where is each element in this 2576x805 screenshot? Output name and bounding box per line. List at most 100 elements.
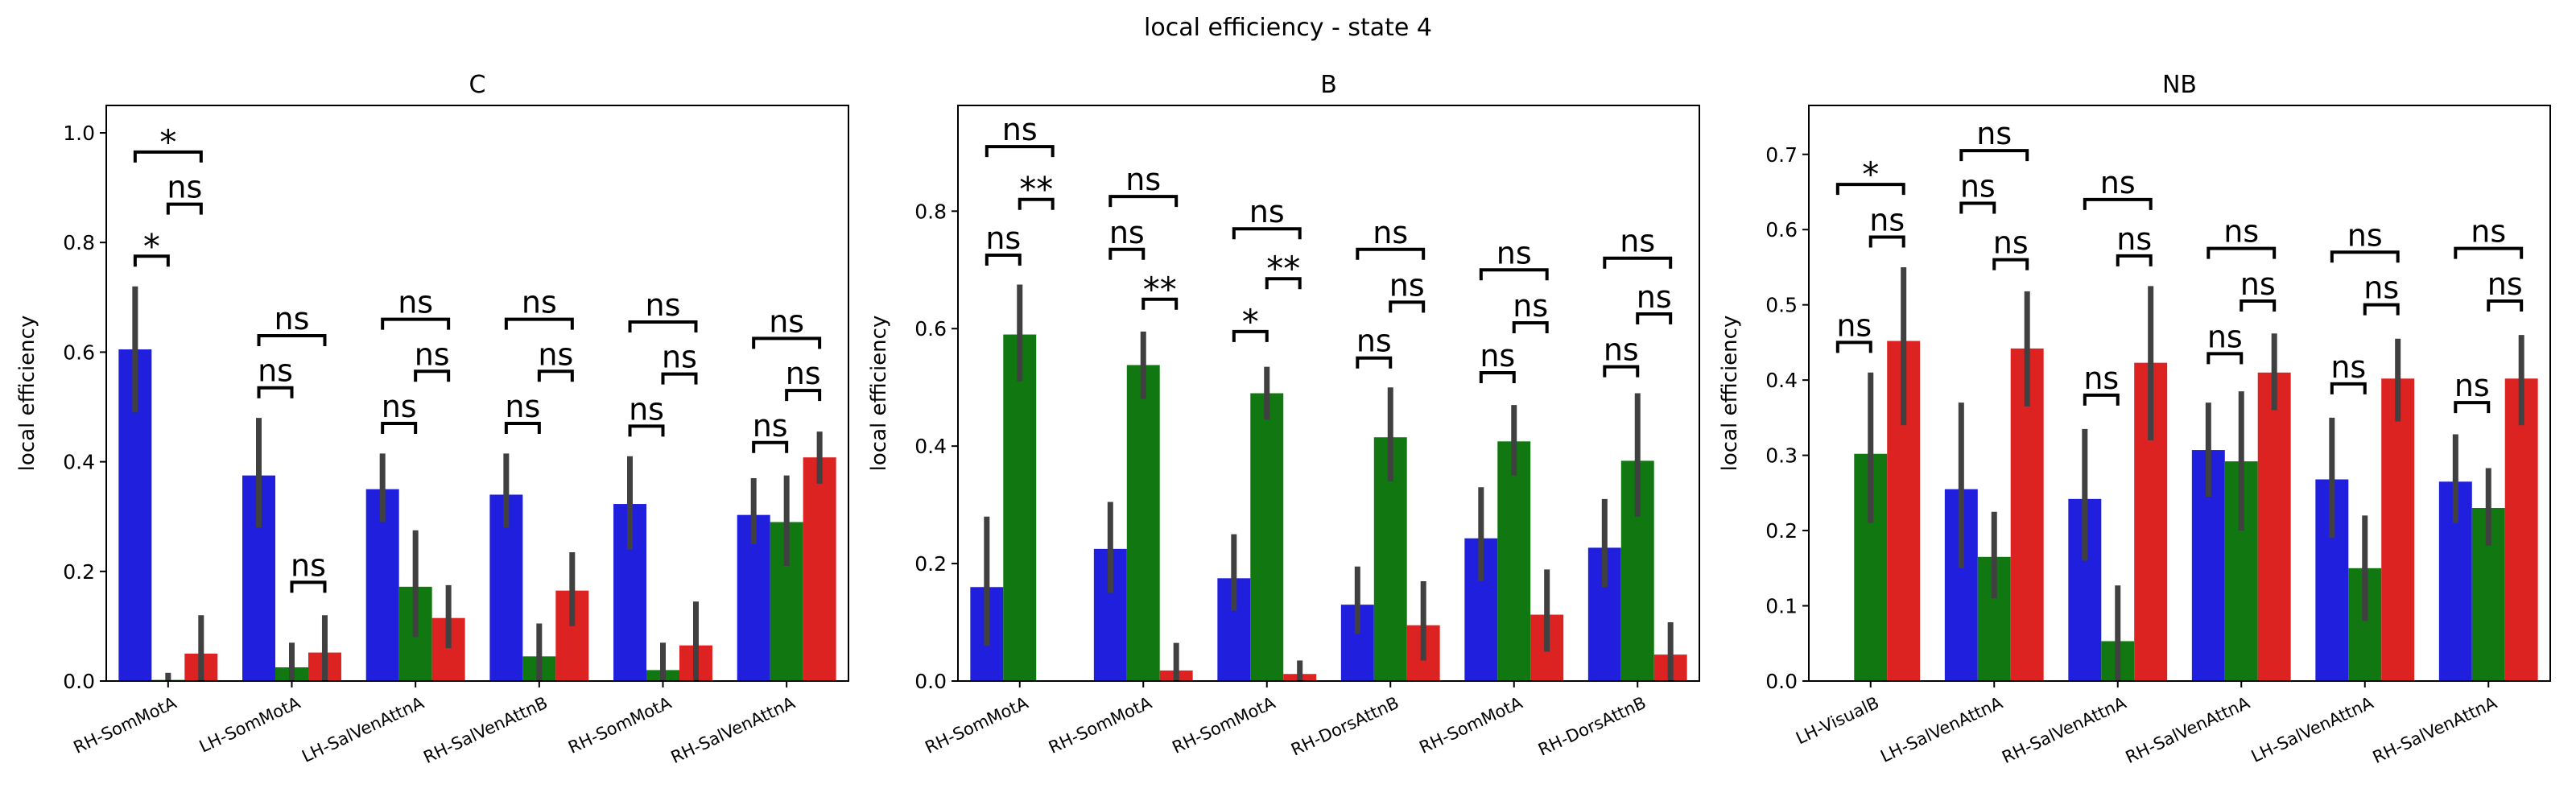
significance-label: ** [1266,249,1300,288]
significance-bracket [1959,149,2029,162]
significance-label: ns [167,170,202,205]
y-tick-label: 0.3 [1765,444,1798,468]
y-tick-label: 0.5 [1765,294,1798,317]
significance-label: ns [258,353,293,389]
significance-bracket [1141,297,1179,310]
x-tick-label: RH-SomMotA [565,693,675,758]
axes-frame [957,105,1700,682]
significance-label: * [1242,302,1259,341]
y-tick-label: 0.6 [914,317,947,341]
significance-bracket [1835,183,1905,196]
y-tick-label: 0.2 [63,560,95,584]
x-tick-label: RH-SomMotA [1416,693,1525,758]
significance-bracket [1512,320,1549,333]
significance-label: ns [2454,368,2490,403]
significance-label: ns [662,340,697,375]
y-tick-label: 0.6 [63,341,95,364]
significance-label: ns [415,336,450,372]
significance-bracket [257,386,294,398]
significance-label: ns [1373,215,1408,250]
bar [1126,365,1160,681]
significance-bracket [785,389,822,402]
significance-label: ns [2083,361,2119,396]
y-tick-label: 0.8 [63,231,95,254]
y-axis-label: local efficiency [15,316,39,472]
significance-label: ns [2363,270,2399,306]
panel-title: B [1320,71,1337,99]
significance-label: ** [1019,170,1053,209]
significance-label: ns [646,287,681,323]
figure-title: local efficiency - state 4 [1144,14,1432,42]
panel-2: 0.00.20.40.60.8RH-SomMotA RH-SomMotA RH-So… [867,71,1700,760]
significance-label: ns [1993,225,2029,261]
significance-bracket [381,421,418,434]
significance-label: ns [505,389,540,424]
significance-bracket [2330,250,2400,263]
significance-label: ns [1389,267,1425,303]
significance-bracket [661,372,698,385]
significance-bracket [1356,247,1426,260]
significance-bracket [1018,197,1055,210]
significance-label: ns [1513,288,1548,324]
significance-bracket [1232,329,1269,342]
significance-label: ns [2330,349,2366,385]
significance-label: ns [2223,214,2259,250]
y-tick-label: 0.4 [63,451,95,474]
significance-label: ns [1249,194,1285,229]
significance-label: ns [1637,279,1672,315]
significance-label: ns [2347,217,2383,253]
significance-bracket [1108,247,1146,260]
significance-label: ns [2207,319,2243,354]
significance-bracket [537,369,574,382]
significance-label: ns [522,285,557,320]
x-tick-label: LH-VisualB [1793,693,1882,749]
significance-bracket [1108,195,1179,208]
significance-bracket [2083,197,2153,210]
significance-label: ns [985,221,1021,256]
y-tick-label: 0.1 [1765,595,1798,618]
significance-bracket [2240,299,2277,312]
significance-label: ns [275,301,310,336]
y-tick-label: 0.8 [914,200,947,223]
bar [803,457,836,681]
bar [1250,393,1284,681]
x-tick-label: RH-SomMotA [1046,693,1155,758]
y-tick-label: 0.0 [63,670,95,693]
significance-bracket [985,145,1055,158]
y-tick-label: 0.0 [914,670,947,693]
significance-label: ns [1480,338,1515,374]
significance-bracket [414,369,451,382]
significance-bracket [1835,341,1872,353]
axes-frame [1808,105,2551,682]
significance-bracket [2454,246,2524,259]
x-tick-label: LH-SalVenAttnA [2248,693,2377,766]
y-tick-label: 0.4 [1765,369,1798,392]
y-tick-label: 0.2 [914,552,947,576]
significance-label: * [159,122,176,162]
significance-label: ns [291,547,326,583]
significance-label: ns [1125,162,1161,197]
x-tick-label: RH-SalVenAttnA [2370,693,2500,768]
x-tick-label: LH-SalVenAttnA [1877,693,2006,766]
significance-label: ns [769,303,804,339]
significance-bracket [1232,227,1302,240]
axes-frame [105,105,849,682]
significance-bracket [2363,303,2400,316]
significance-bracket [2454,401,2491,414]
y-tick-label: 1.0 [63,122,95,145]
significance-label: * [1862,155,1879,194]
significance-label: ns [538,336,573,372]
y-axis-label: local efficiency [1718,316,1742,472]
significance-bracket [1479,370,1516,383]
significance-bracket [2207,246,2277,259]
significance-bracket [1636,312,1673,325]
significance-bracket [1603,365,1640,378]
significance-bracket [2330,382,2367,394]
significance-bracket [628,320,698,332]
significance-bracket [2116,254,2153,266]
significance-label: * [143,226,160,266]
significance-bracket [1389,300,1426,313]
significance-label: ns [2100,165,2136,200]
significance-bracket [290,580,327,593]
